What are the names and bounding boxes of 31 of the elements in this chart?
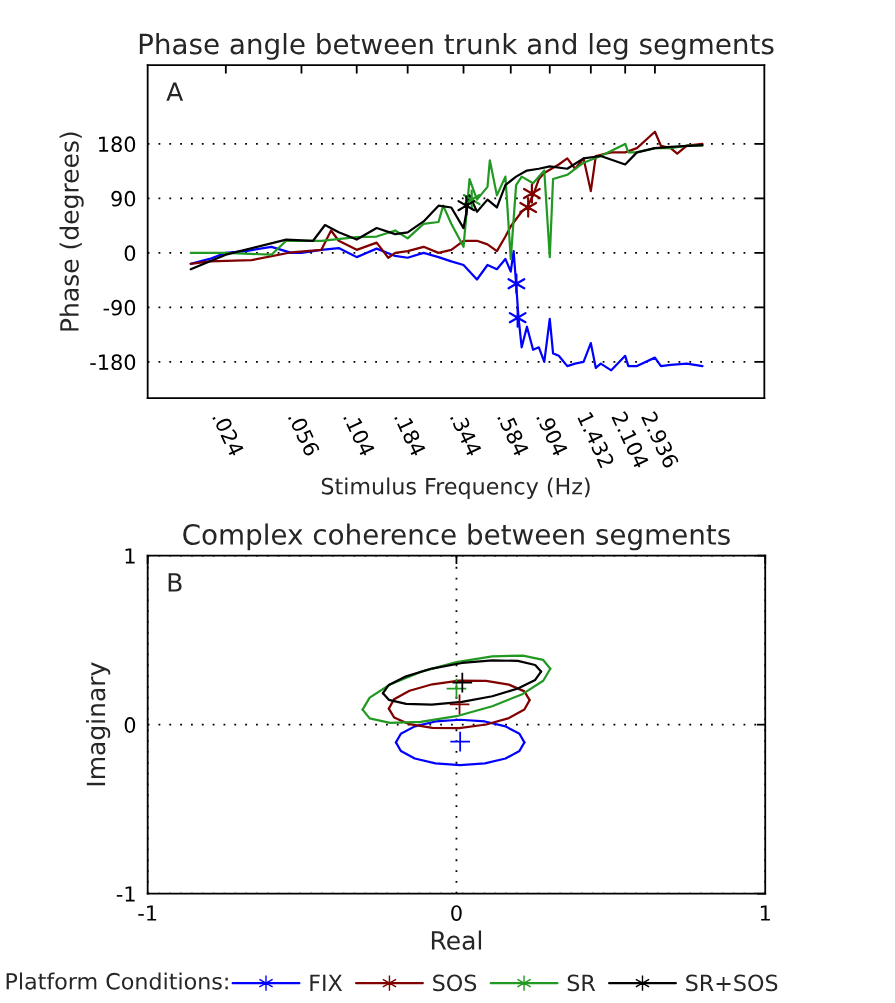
y-axis-title: Phase (degrees) (59, 132, 84, 331)
x-tick-label: .584 (497, 411, 530, 458)
y-tick-label: -90 (103, 299, 136, 316)
y-tick-label: -1 (116, 886, 135, 902)
annotation: A (166, 82, 184, 101)
x-axis-title: Real (431, 930, 482, 950)
legend-label: SOS (433, 974, 477, 992)
x-tick-label: 1 (760, 905, 770, 921)
chart-title: Complex coherence between segments (183, 523, 730, 551)
y-tick-label: -180 (90, 354, 136, 371)
x-tick-label: -1 (138, 905, 157, 921)
y-tick-label: 90 (111, 190, 136, 207)
x-tick-label: 0 (451, 905, 462, 921)
legend-label: SR (567, 974, 596, 992)
x-tick-label: .104 (343, 411, 376, 458)
x-tick-label: .056 (287, 411, 321, 457)
x-tick-label: .344 (449, 411, 483, 458)
x-tick-label: .904 (536, 411, 569, 458)
x-tick-label: .184 (393, 411, 427, 458)
annotation: B (168, 573, 182, 592)
legend-title: Platform Conditions: (6, 972, 228, 990)
chart-title: Phase angle between trunk and leg segments (139, 32, 774, 60)
y-tick-label: 0 (124, 245, 136, 262)
legend-label: FIX (310, 974, 343, 991)
y-tick-label: 0 (124, 717, 136, 733)
y-axis-title: Imaginary (86, 662, 111, 786)
y-tick-label: 1 (125, 548, 135, 564)
x-axis-title: Stimulus Frequency (Hz) (321, 477, 590, 499)
x-tick-label: .024 (212, 411, 245, 458)
legend-label: SR+SOS (686, 974, 778, 992)
y-tick-label: 180 (99, 136, 136, 153)
